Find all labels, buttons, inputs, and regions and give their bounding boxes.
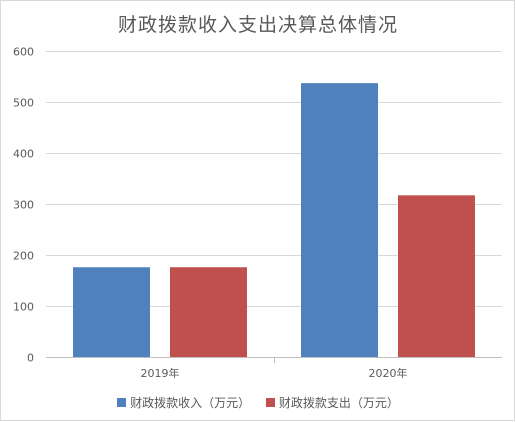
- x-tick-label: 2019年: [141, 366, 180, 380]
- y-tick-label: 100: [13, 301, 34, 314]
- legend-item-income: 财政拨款收入（万元）: [117, 394, 250, 411]
- y-tick-label: 200: [13, 250, 34, 263]
- y-tick-label: 500: [13, 97, 34, 110]
- legend-item-expense: 财政拨款支出（万元）: [265, 394, 399, 411]
- y-tick-label: 300: [13, 199, 34, 212]
- y-tick-label: 400: [13, 148, 34, 161]
- legend-swatch-income: [117, 398, 127, 407]
- chart-title: 财政拨款收入支出决算总体情况: [117, 14, 398, 36]
- legend-swatch-expense: [265, 398, 275, 407]
- bar-income: [301, 83, 378, 357]
- x-tick-label: 2020年: [369, 366, 408, 380]
- legend-label-expense: 财政拨款支出（万元）: [278, 396, 399, 410]
- legend-label-income: 财政拨款收入（万元）: [130, 396, 251, 410]
- bar-expense: [170, 267, 247, 357]
- bar-income: [73, 267, 150, 357]
- y-tick-label: 600: [13, 46, 34, 59]
- bar-expense: [398, 195, 475, 357]
- chart-legend: 财政拨款收入（万元） 财政拨款支出（万元）: [0, 394, 516, 411]
- y-tick-label: 0: [27, 352, 34, 365]
